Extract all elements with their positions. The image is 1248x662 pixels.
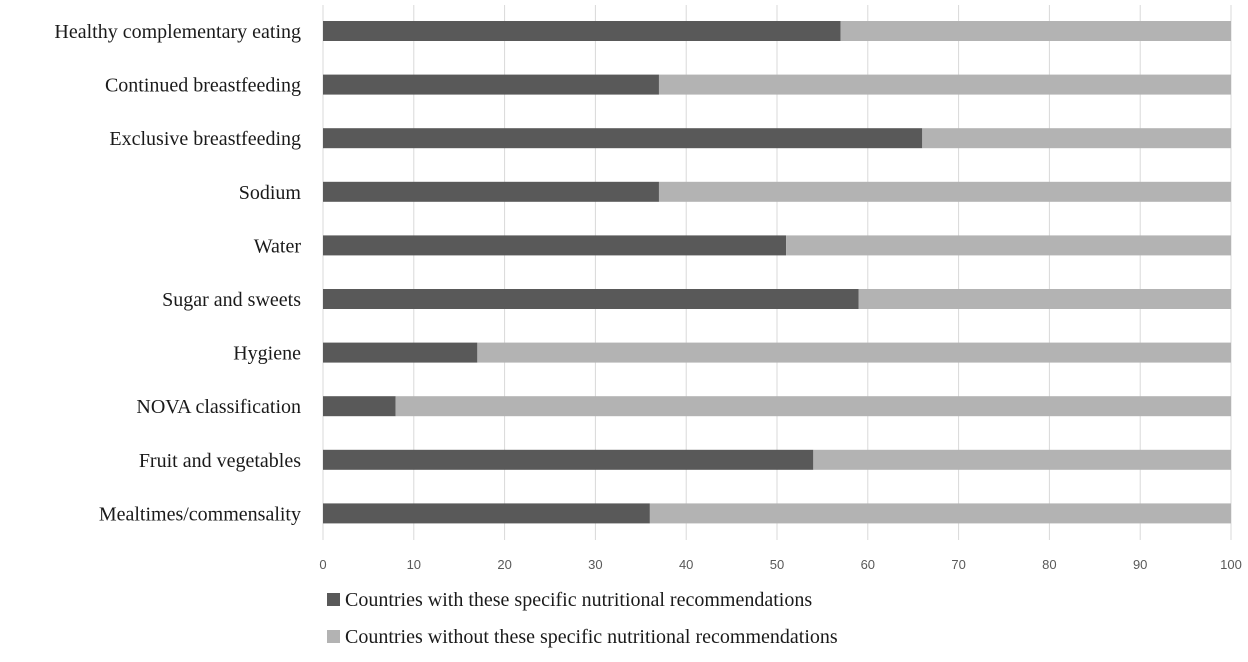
category-label: Hygiene (233, 343, 301, 365)
category-label: Continued breastfeeding (105, 75, 301, 97)
bar-with-3 (323, 128, 923, 149)
bar-with-9 (323, 449, 814, 470)
legend: Countries with these specific nutritiona… (327, 589, 838, 648)
bar-with-10 (323, 503, 650, 524)
bar-without-4 (658, 181, 1231, 202)
x-tick-label-90: 90 (1133, 557, 1147, 572)
legend-label-without: Countries without these specific nutriti… (345, 626, 838, 648)
bar-without-7 (477, 342, 1231, 363)
bar-without-10 (649, 503, 1231, 524)
bar-with-2 (323, 74, 659, 95)
x-tick-label-20: 20 (497, 557, 511, 572)
x-tick-label-0: 0 (319, 557, 326, 572)
bar-with-6 (323, 289, 859, 309)
category-label: Sugar and sweets (162, 289, 301, 311)
bar-without-1 (840, 21, 1231, 41)
category-label: Water (254, 235, 302, 257)
category-label: Exclusive breastfeeding (109, 128, 301, 150)
bar-with-8 (323, 396, 396, 417)
bar-with-5 (323, 235, 787, 256)
bar-without-5 (786, 235, 1231, 256)
bar-without-8 (395, 396, 1231, 417)
category-labels: Healthy complementary eating Continued br… (54, 21, 301, 525)
bar-with-4 (323, 181, 659, 202)
legend-label-with: Countries with these specific nutritiona… (345, 589, 812, 611)
legend-swatch-with (327, 593, 340, 606)
category-label: Mealtimes/commensality (99, 503, 301, 525)
category-label: Sodium (239, 182, 302, 204)
x-tick-label-10: 10 (407, 557, 421, 572)
legend-swatch-without (327, 630, 340, 643)
bar-without-2 (658, 74, 1231, 95)
x-axis-tick-labels: 0 10 20 30 40 50 60 70 80 90 100 (319, 557, 1241, 572)
x-tick-label-80: 80 (1042, 557, 1056, 572)
bar-with-1 (323, 21, 841, 41)
x-tick-label-70: 70 (951, 557, 965, 572)
x-tick-label-30: 30 (588, 557, 602, 572)
bar-without-6 (858, 289, 1231, 309)
category-label: NOVA classification (136, 396, 301, 418)
x-tick-label-60: 60 (861, 557, 875, 572)
x-tick-label-40: 40 (679, 557, 693, 572)
category-label: Fruit and vegetables (139, 450, 301, 472)
bars (323, 21, 1231, 524)
x-tick-label-100: 100 (1220, 557, 1242, 572)
x-tick-label-50: 50 (770, 557, 784, 572)
bar-with-7 (323, 342, 478, 363)
category-label: Healthy complementary eating (54, 21, 301, 43)
bar-without-3 (922, 128, 1231, 149)
bar-without-9 (813, 449, 1231, 470)
